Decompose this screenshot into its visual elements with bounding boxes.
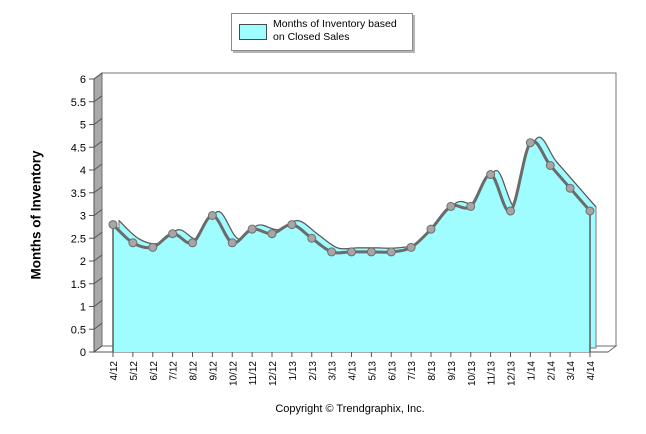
- data-point: [227, 238, 237, 248]
- y-tick-depth: [93, 72, 103, 80]
- y-tick-label: 5.5: [71, 97, 86, 109]
- x-tick-label: 5/12: [129, 361, 140, 381]
- y-tick-label: 2.5: [71, 233, 86, 245]
- y-tick-depth: [93, 186, 103, 194]
- data-point: [506, 206, 515, 216]
- y-tick-depth: [93, 345, 103, 353]
- x-tick-label: 6/12: [149, 361, 160, 381]
- x-tick-label: 6/13: [387, 361, 398, 381]
- data-point: [207, 211, 217, 220]
- x-tick-label: 3/14: [566, 361, 577, 381]
- x-tick-label: 12/13: [507, 361, 518, 386]
- data-point: [545, 160, 555, 170]
- y-tick-depth: [93, 231, 103, 239]
- copyright-footer: Copyright © Trendgraphix, Inc.: [275, 403, 425, 415]
- x-tick-label: 4/13: [348, 361, 359, 381]
- x-tick-label: 7/12: [169, 361, 180, 381]
- legend: Months of Inventory based on Closed Sale…: [231, 13, 413, 51]
- x-tick-label: 4/14: [586, 361, 597, 381]
- data-point: [486, 170, 496, 180]
- data-point: [585, 206, 595, 216]
- data-point: [108, 220, 118, 230]
- y-tick-depth: [93, 140, 103, 148]
- x-axis: 4/12 5/12 6/12 7/12 8/12 9/12 10/12 11/12 12/12 1…: [109, 352, 597, 386]
- data-series: [108, 136, 597, 352]
- x-tick-label: 8/13: [427, 361, 438, 381]
- data-point: [525, 138, 535, 148]
- y-tick-depth: [93, 254, 103, 262]
- data-point: [446, 201, 456, 211]
- y-tick-label: 0: [80, 347, 86, 359]
- data-point: [327, 247, 337, 257]
- x-tick-label: 4/12: [109, 361, 120, 381]
- y-tick-depth: [93, 163, 103, 171]
- x-tick-label: 5/13: [367, 361, 378, 381]
- data-point: [406, 242, 416, 252]
- data-point: [386, 247, 396, 257]
- x-tick-label: 11/13: [487, 361, 498, 386]
- y-tick-label: 2: [80, 256, 86, 268]
- y-tick-label: 0.5: [71, 324, 86, 336]
- y-tick-depth: [93, 118, 103, 125]
- x-tick-label: 12/12: [268, 361, 279, 386]
- y-tick-label: 5: [80, 120, 86, 132]
- y-tick-label: 1.5: [71, 279, 86, 291]
- y-tick-depth: [93, 277, 103, 285]
- legend-label-line-2: on Closed Sales: [273, 31, 350, 43]
- y-tick-label: 1: [80, 302, 86, 314]
- data-point: [347, 247, 356, 257]
- x-tick-label: 2/13: [308, 361, 319, 381]
- x-tick-label: 2/14: [546, 361, 557, 381]
- legend-label-line-1: Months of Inventory based: [273, 18, 397, 30]
- x-tick-label: 11/12: [248, 361, 259, 386]
- y-axis-label: Months of Inventory: [28, 150, 44, 280]
- y-tick-depth: [93, 95, 103, 103]
- data-point: [148, 242, 158, 252]
- x-tick-label: 3/13: [328, 361, 339, 381]
- y-tick-depth: [93, 209, 103, 216]
- data-point: [247, 224, 257, 234]
- data-point: [426, 224, 436, 234]
- y-tick-depth: [93, 322, 103, 330]
- legend-swatch: [239, 24, 267, 40]
- x-tick-label: 10/12: [228, 361, 239, 386]
- data-point: [565, 183, 575, 193]
- data-point: [366, 247, 376, 257]
- data-point: [128, 238, 138, 248]
- y-tick-label: 6: [80, 74, 86, 86]
- area-front-face: [113, 141, 590, 352]
- y-tick-label: 4.5: [71, 142, 86, 154]
- y-axis: 0 0.5 1 1.5 2 2.5 3 3.5 4 4.5 5 5.5 6: [71, 72, 103, 359]
- x-tick-label: 1/14: [526, 361, 537, 381]
- data-point: [307, 233, 317, 243]
- data-point: [466, 201, 476, 211]
- data-point: [188, 238, 197, 248]
- data-point: [168, 229, 178, 239]
- y-tick-label: 3: [80, 211, 86, 223]
- x-tick-label: 9/13: [447, 361, 458, 381]
- data-point: [287, 220, 297, 230]
- x-tick-label: 8/12: [189, 361, 200, 381]
- data-point: [267, 229, 277, 239]
- x-tick-label: 7/13: [407, 361, 418, 381]
- y-tick-label: 3.5: [71, 188, 86, 200]
- y-tick-label: 4: [80, 165, 86, 177]
- x-tick-label: 1/13: [288, 361, 299, 381]
- legend-label: Months of Inventory based on Closed Sale…: [273, 18, 413, 44]
- x-tick-label: 9/12: [208, 361, 219, 381]
- x-tick-label: 10/13: [467, 361, 478, 386]
- y-tick-depth: [93, 300, 103, 307]
